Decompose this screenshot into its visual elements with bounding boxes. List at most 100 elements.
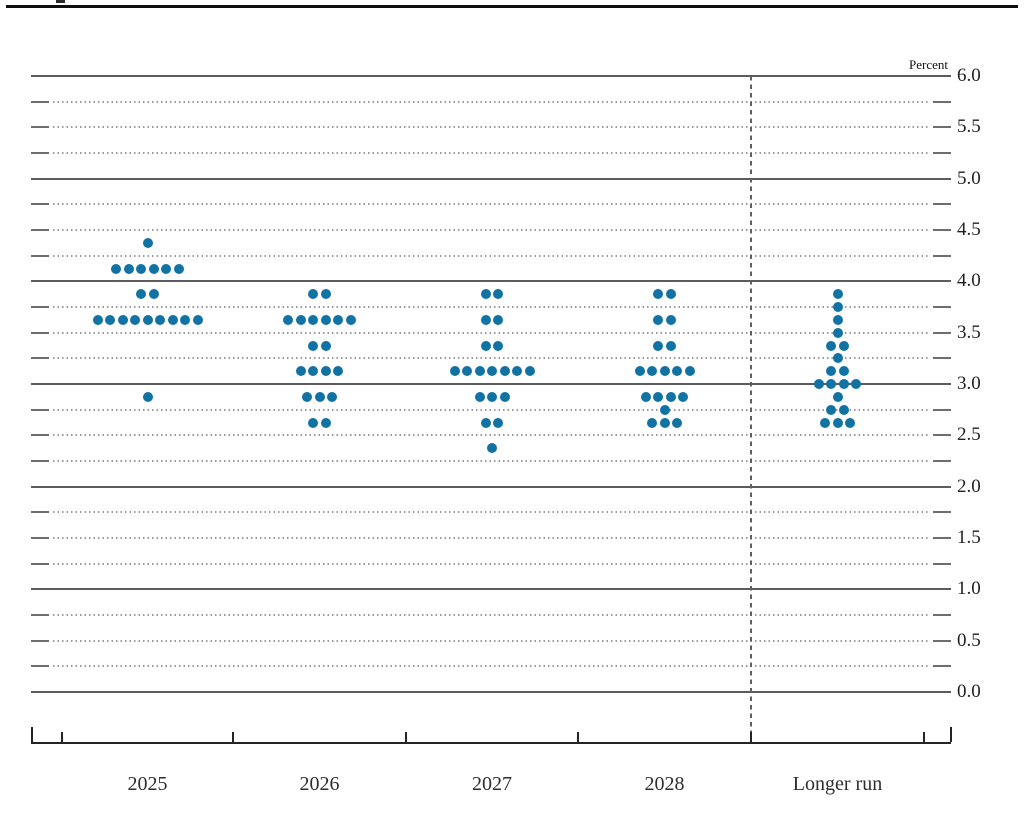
y-axis-label: 0.0 [957,681,981,702]
gridline-left-dash [31,639,49,642]
gridline-left-dash [31,537,49,539]
projection-dot [647,417,657,428]
projection-dot [308,417,319,428]
gridline-left-dash [31,357,49,360]
gridline-major [31,177,951,180]
projection-dot [826,379,837,389]
projection-dot [832,314,843,325]
projection-dot [665,391,676,402]
projection-dot [659,404,670,415]
projection-dot [493,289,504,300]
gridline-left-dash [31,562,49,565]
projection-dot [320,366,331,377]
gridline-right-dash [933,331,951,334]
projection-dot [640,391,651,402]
projection-dot [192,314,203,325]
gridline-right-dash [933,614,951,616]
gridline-minor [53,614,929,616]
y-axis-label: 4.5 [957,219,981,240]
gridline-left-dash [31,254,49,257]
projection-dot [647,366,657,377]
projection-dot [487,391,497,402]
projection-dot [832,327,843,338]
gridline-major [31,383,951,385]
projection-dot [155,314,165,325]
gridline-left-dash [31,306,49,308]
projection-dot [653,314,664,325]
projection-dot [148,263,159,274]
gridline-minor [53,126,929,129]
projection-dot [474,391,485,402]
x-axis-end-tick [31,727,33,742]
x-axis-tick [577,732,579,742]
x-axis-line [31,742,951,744]
gridline-minor [53,152,929,154]
x-axis-label: 2025 [127,773,168,795]
projection-dot [659,366,670,377]
gridline-left-dash [31,100,49,103]
gridline-minor [53,434,929,437]
gridline-right-dash [933,665,951,668]
projection-dot [295,366,306,377]
projection-dot [462,366,472,377]
projection-dot [845,417,855,428]
gridline-right-dash [933,100,951,103]
projection-dot [130,314,140,325]
projection-dot [832,417,843,428]
projection-dot [493,340,504,351]
cropped-header-text-fragment [56,0,65,3]
projection-dot [167,314,178,325]
y-axis-label: 6.0 [957,65,981,86]
y-axis-label: 0.5 [957,629,981,651]
projection-dot [653,391,664,402]
projection-dot [659,417,670,428]
x-axis-end-tick [950,727,952,742]
projection-dot [123,263,134,274]
projection-dot [105,314,115,325]
projection-dot [653,340,664,351]
gridline-minor [53,100,929,103]
projection-dot [851,379,862,389]
projection-dot [493,417,504,428]
projection-dot [142,237,153,248]
gridline-major [31,280,951,283]
projection-dot [142,314,153,325]
projection-dot [449,366,460,377]
projection-dot [820,417,830,428]
gridline-right-dash [933,639,951,642]
gridline-left-dash [31,229,49,231]
gridline-right-dash [933,511,951,514]
projection-dot [308,340,319,351]
projection-dot [832,302,843,312]
projection-dot [142,391,153,402]
projection-dot [295,314,306,325]
gridline-left-dash [31,614,49,616]
gridline-left-dash [31,665,49,668]
projection-dot [308,289,319,300]
gridline-right-dash [933,408,951,411]
x-axis-label: 2026 [299,773,340,795]
y-axis-unit-label: Percent [909,57,948,72]
gridline-major [31,691,951,693]
gridline-right-dash [933,306,951,308]
gridline-right-dash [933,229,951,231]
projection-dot [487,443,497,454]
projection-dot [180,314,190,325]
gridline-left-dash [31,126,49,129]
gridline-left-dash [31,460,49,462]
y-axis-label: 1.5 [957,527,981,548]
projection-dot [161,263,172,274]
projection-dot [302,391,312,402]
projection-dot [136,263,147,274]
gridline-right-dash [933,357,951,360]
x-axis-label: Longer run [792,773,883,795]
projection-dot [634,366,645,377]
projection-dot [653,289,664,300]
projection-dot [117,314,128,325]
gridline-right-dash [933,254,951,257]
projection-dot [499,366,510,377]
gridline-left-dash [31,203,49,206]
gridline-minor [53,460,929,462]
gridline-minor [53,203,929,206]
